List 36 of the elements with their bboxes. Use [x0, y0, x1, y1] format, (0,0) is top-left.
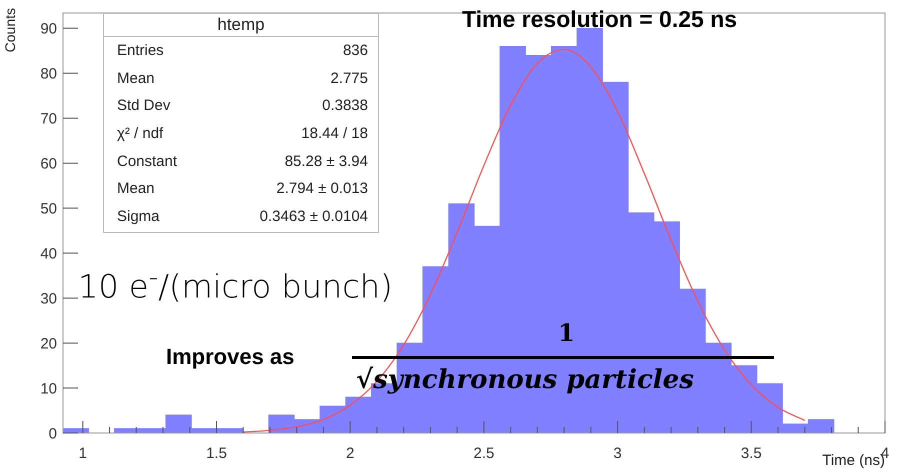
y-tick-label: 0	[48, 425, 57, 442]
y-tick-label: 70	[40, 110, 57, 128]
y-tick-label: 20	[40, 335, 57, 352]
x-tick-label: 3	[613, 445, 622, 462]
x-tick-label: 2	[346, 445, 354, 462]
x-tick-label: 1.5	[206, 445, 227, 462]
y-tick-label: 10	[40, 380, 57, 398]
annotation: Std Dev	[117, 96, 170, 116]
annotation: Sigma	[117, 207, 160, 228]
annotation: 18.44 / 18	[301, 124, 368, 144]
chart-title: Time resolution = 0.25 ns	[462, 6, 738, 33]
annotation: Improves as	[166, 344, 294, 370]
annotation: Entries	[117, 41, 164, 61]
annotation: Mean	[117, 68, 155, 89]
y-axis-title: Counts	[2, 8, 18, 52]
annotation: 10 e$^{-}$/(micro bunch)	[78, 262, 393, 306]
annotation: Constant	[117, 152, 178, 172]
annotation: 2.794 ± 0.013	[276, 179, 368, 200]
annotation: χ² / ndf	[117, 124, 164, 144]
annotation: 1	[558, 318, 575, 347]
x-tick-label: 2.5	[473, 445, 494, 462]
annotation: 85.28 ± 3.94	[284, 152, 368, 172]
y-tick-label: 30	[40, 290, 57, 308]
y-tick-label: 80	[40, 66, 57, 83]
annotation: 836	[342, 41, 368, 61]
annotation: Mean	[117, 179, 155, 200]
annotation: htemp	[104, 14, 378, 37]
y-tick-label: 50	[40, 200, 57, 218]
x-tick-label: 1	[78, 445, 87, 462]
y-tick-label: 40	[40, 246, 57, 263]
y-tick-label: 90	[40, 20, 57, 38]
annotation: 2.775	[330, 68, 368, 89]
y-tick-label: 60	[40, 156, 57, 173]
x-tick-label: 3.5	[740, 445, 762, 462]
annotation: 0.3463 ± 0.0104	[260, 207, 368, 228]
annotation: 0.3838	[322, 96, 368, 116]
